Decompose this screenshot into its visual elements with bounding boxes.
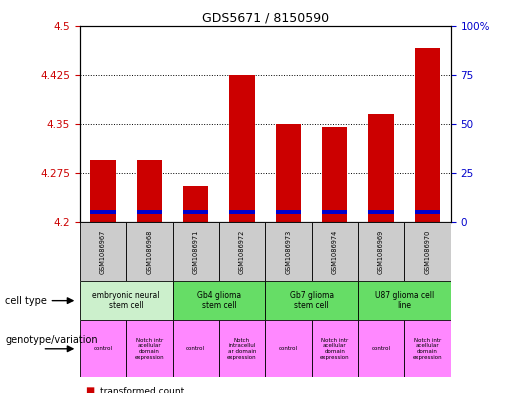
Text: GSM1086974: GSM1086974 [332,230,338,274]
Bar [183,210,209,214]
Bar [312,320,358,377]
Bar [358,320,404,377]
Bar [404,320,451,377]
Text: Notch
intracellul
ar domain
expression: Notch intracellul ar domain expression [227,338,257,360]
Text: GSM1086970: GSM1086970 [424,230,431,274]
Bar [183,186,209,222]
Bar [80,320,126,377]
Text: GSM1086972: GSM1086972 [239,230,245,274]
Bar [126,320,173,377]
Text: control: control [186,346,205,351]
Text: GSM1086969: GSM1086969 [378,230,384,274]
Bar [173,222,219,281]
Bar [265,320,312,377]
Text: transformed count: transformed count [100,387,185,393]
Bar [322,127,348,222]
Text: U87 glioma cell
line: U87 glioma cell line [374,291,434,310]
Text: Notch intr
acellular
domain
expression: Notch intr acellular domain expression [320,338,350,360]
Bar [173,320,219,377]
Bar [219,320,265,377]
Bar [80,222,126,281]
Bar [312,222,358,281]
Bar [136,160,162,222]
Bar [80,281,173,320]
Bar [276,124,301,222]
Bar [136,210,162,214]
Bar [322,210,348,214]
Bar [229,210,255,214]
Bar [173,281,265,320]
Text: GSM1086968: GSM1086968 [146,230,152,274]
Bar [415,210,440,214]
Bar [219,222,265,281]
Text: GSM1086973: GSM1086973 [285,230,291,274]
Bar [368,114,394,222]
Text: Gb4 glioma
stem cell: Gb4 glioma stem cell [197,291,241,310]
Text: control: control [372,346,390,351]
Bar [358,281,451,320]
Text: Notch intr
acellular
domain
expression: Notch intr acellular domain expression [413,338,442,360]
Bar [415,48,440,222]
Text: Notch intr
acellular
domain
expression: Notch intr acellular domain expression [134,338,164,360]
Bar [90,160,116,222]
Bar [276,210,301,214]
Bar [358,222,404,281]
Text: control: control [279,346,298,351]
Bar [90,210,116,214]
Title: GDS5671 / 8150590: GDS5671 / 8150590 [202,11,329,24]
Text: GSM1086971: GSM1086971 [193,230,199,274]
Text: embryonic neural
stem cell: embryonic neural stem cell [92,291,160,310]
Text: genotype/variation: genotype/variation [5,335,98,345]
Bar [265,281,358,320]
Text: control: control [94,346,112,351]
Bar [126,222,173,281]
Text: Gb7 glioma
stem cell: Gb7 glioma stem cell [289,291,334,310]
Bar [229,75,255,222]
Text: GSM1086967: GSM1086967 [100,230,106,274]
Bar [404,222,451,281]
Bar [368,210,394,214]
Bar [265,222,312,281]
Text: ■: ■ [85,386,94,393]
Text: cell type: cell type [5,296,47,306]
